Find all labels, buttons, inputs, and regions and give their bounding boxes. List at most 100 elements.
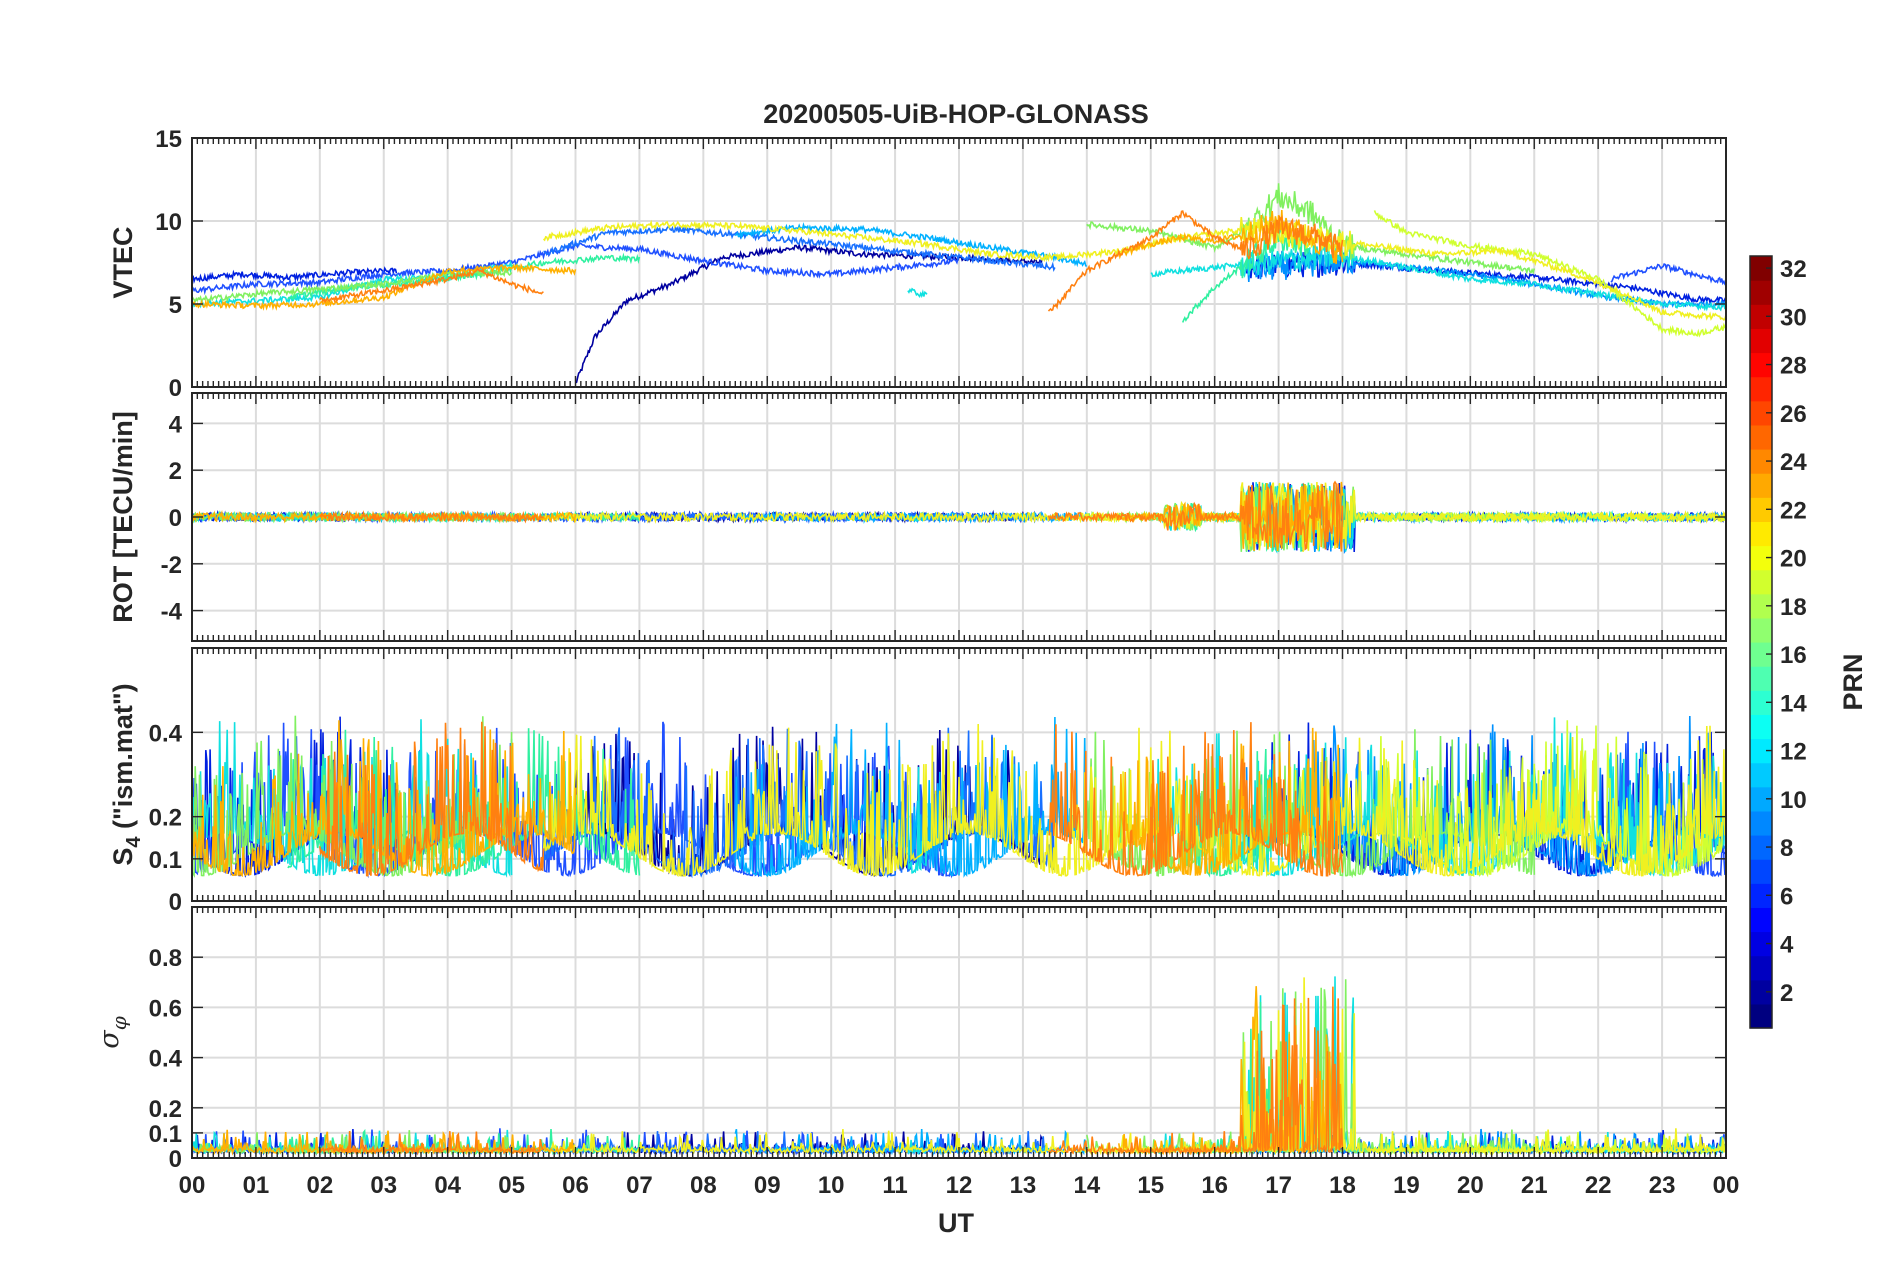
colorbar-swatch	[1750, 642, 1772, 667]
colorbar-swatch	[1750, 424, 1772, 450]
x-tick-labels: 00 01 02 03 04 05 06 07 08 09 10 11 12 13 14 15 16 17 18 19…	[179, 1172, 1740, 1199]
x-tick-label: 17	[1265, 1172, 1292, 1199]
colorbar-tick-label: 22	[1780, 497, 1807, 524]
series-line-prn-13	[1150, 976, 1726, 1156]
y-tick-label: 0	[169, 1146, 182, 1173]
panel-sigphi: 00.10.2 0.4 0.6 0.8 σφ	[94, 906, 1727, 1173]
chart-title: 20200505-UiB-HOP-GLONASS	[763, 99, 1149, 129]
colorbar-swatch	[1750, 400, 1772, 426]
x-tick-label: 05	[498, 1172, 525, 1199]
colorbar-swatch	[1750, 979, 1772, 1005]
y-axis-label-sigphi: σφ	[94, 1016, 131, 1048]
y-tick-labels-rot: -4 -2 0 2 4	[161, 411, 183, 625]
x-tick-label: 02	[306, 1172, 333, 1199]
x-tick-label: 21	[1521, 1172, 1548, 1199]
y-tick-labels-sigphi: 00.10.2 0.4 0.6 0.8	[149, 945, 183, 1173]
colorbar-swatch	[1750, 352, 1772, 378]
colorbar-label: PRN	[1838, 653, 1868, 710]
colorbar-tick-label: 6	[1780, 883, 1793, 910]
y-tick-label: -4	[161, 599, 183, 626]
x-tick-label: 03	[370, 1172, 397, 1199]
colorbar-tick-label: 8	[1780, 835, 1793, 862]
y-tick-label: 2	[169, 458, 182, 485]
colorbar-tick-label: 20	[1780, 546, 1807, 573]
series-line-prn-13	[907, 287, 928, 299]
x-tick-label: 06	[562, 1172, 589, 1199]
series-line-prn-24	[1047, 480, 1344, 552]
series-line-prn-15	[287, 252, 641, 302]
x-tick-label: 04	[434, 1172, 461, 1199]
series-line-prn-17	[1086, 483, 1536, 552]
x-tick-label: 16	[1201, 1172, 1228, 1199]
colorbar-tick-label: 28	[1780, 353, 1807, 380]
x-tick-label: 10	[818, 1172, 845, 1199]
grid-sigphi	[191, 907, 1727, 1159]
colorbar-swatch	[1750, 280, 1772, 305]
x-tick-label: 11	[882, 1172, 907, 1199]
x-tick-label: 08	[690, 1172, 717, 1199]
y-tick-label: 5	[169, 292, 182, 319]
colorbar-swatch	[1750, 497, 1772, 522]
x-tick-label: 07	[626, 1172, 653, 1199]
colorbar-tick-label: 16	[1780, 642, 1807, 669]
y-tick-label: 0.1	[149, 847, 182, 874]
colorbar-swatch	[1750, 835, 1772, 860]
colorbar-tick-label: 32	[1780, 256, 1807, 283]
series-line-prn-20	[543, 977, 1726, 1156]
colorbar-swatch	[1750, 738, 1772, 764]
series-s4	[192, 715, 1726, 879]
y-axis-label-rot: ROT [TECU/min]	[108, 411, 138, 622]
x-tick-label: 14	[1073, 1172, 1100, 1199]
y-tick-labels-s4: 0 0.1 0.2 0.4	[149, 720, 183, 916]
x-tick-label: 09	[754, 1172, 781, 1199]
x-tick-label: 12	[946, 1172, 973, 1199]
y-tick-label: 0.4	[149, 720, 183, 747]
x-tick-label: 22	[1585, 1172, 1612, 1199]
colorbar-tick-label: 30	[1780, 304, 1807, 331]
series-line-prn-5	[192, 241, 960, 296]
series-line-prn-22	[192, 262, 577, 311]
series-line-prn-11	[734, 222, 1088, 268]
y-tick-label: 0.4	[149, 1046, 183, 1073]
colorbar-tick-label: 10	[1780, 787, 1807, 814]
x-tick-label: 20	[1457, 1172, 1484, 1199]
series-line-prn-22	[1118, 209, 1344, 265]
ticks-s4	[191, 648, 1727, 902]
colorbar-tick-label: 24	[1780, 449, 1807, 476]
series-line-prn-22	[1118, 727, 1344, 876]
series-line-prn-24	[319, 721, 545, 877]
colorbar-tick-label: 2	[1780, 980, 1793, 1007]
y-tick-label: 0.2	[149, 805, 182, 832]
panel-s4: 0 0.1 0.2 0.4S4 ("ism.mat")	[108, 647, 1727, 916]
colorbar-swatch	[1750, 256, 1772, 281]
y-tick-label: 15	[155, 126, 182, 153]
series-line-prn-13	[1150, 717, 1726, 877]
colorbar-swatch	[1750, 786, 1772, 812]
colorbar-swatch	[1750, 449, 1772, 474]
colorbar-swatch	[1750, 810, 1772, 836]
colorbar-swatch	[1750, 617, 1772, 643]
y-tick-label: 0	[169, 375, 182, 402]
x-tick-label: 13	[1010, 1172, 1037, 1199]
x-tick-label: 01	[243, 1172, 270, 1199]
series-line-prn-20	[542, 723, 1726, 878]
colorbar-swatch	[1750, 859, 1772, 884]
colorbar-swatch	[1750, 304, 1772, 329]
ticks-vtec	[191, 137, 1727, 388]
colorbar-tick-label: 18	[1780, 594, 1807, 621]
x-axis-label: UT	[938, 1208, 974, 1238]
colorbar-swatch	[1750, 883, 1772, 908]
colorbar-swatch	[1750, 907, 1772, 933]
y-tick-label: 0.2	[149, 1096, 182, 1123]
ticks-sigphi	[191, 907, 1727, 1159]
colorbar-swatch	[1750, 762, 1772, 788]
series-line-prn-7	[543, 224, 1056, 272]
series-line-prn-24	[319, 1131, 544, 1156]
y-tick-label: 0	[169, 505, 182, 532]
series-line-prn-3	[192, 266, 398, 284]
colorbar-swatch	[1750, 376, 1772, 402]
colorbar-swatch	[1750, 473, 1772, 498]
colorbar-swatch	[1750, 545, 1772, 571]
series-rot	[192, 480, 1726, 555]
